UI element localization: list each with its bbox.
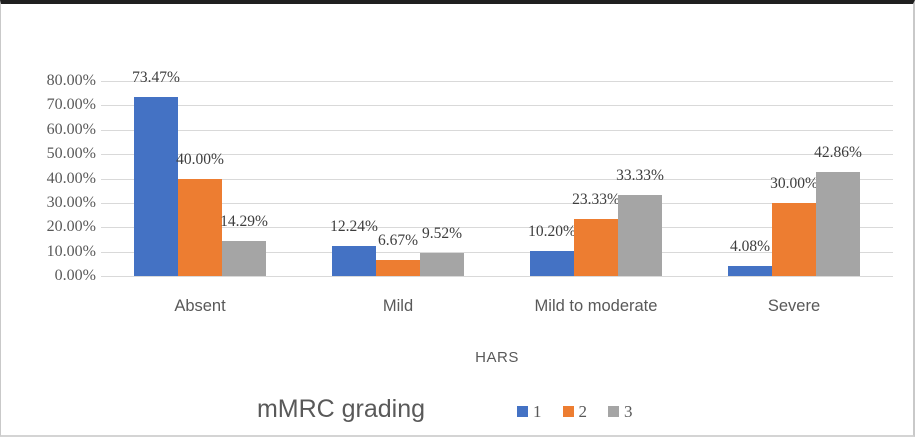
gridline [101,105,893,107]
y-axis-tick-label: 10.00% [46,242,96,260]
gridline [101,81,893,82]
bar-series-3-mild [420,252,464,276]
bar-series-1-severe [728,266,772,276]
y-axis-tick-label: 80.00% [46,72,96,89]
bar-series-1-absent [134,96,178,276]
y-axis-tick-label: 60.00% [46,120,96,138]
bar-data-label: 10.20% [528,223,576,241]
bar-data-label: 23.33% [572,191,620,209]
y-axis-tick-label: 40.00% [46,169,96,187]
bar-data-label: 73.47% [132,68,180,86]
bar-series-2-mild [376,259,420,276]
bar-data-label: 12.24% [330,218,378,236]
chart-bottom-title: mMRC grading [256,395,426,423]
bar-series-1-mild [332,246,376,276]
legend: 1 2 3 [517,403,633,420]
bar-data-label: 6.67% [377,231,419,249]
gridline [101,154,893,156]
bar-data-label: 9.52% [421,224,463,242]
bar-data-label: 30.00% [770,174,818,192]
bar-series-2-absent [178,178,222,276]
category-label: Severe [767,297,821,315]
bar-series-3-absent [222,241,266,276]
legend-swatch-icon [562,406,574,417]
legend-item-label: 3 [624,402,633,421]
legend-item-3: 3 [608,403,633,420]
bar-data-label: 42.86% [814,143,862,161]
x-axis-title: HARS [475,349,519,366]
bar-data-label: 40.00% [176,150,224,168]
gridline [101,202,893,204]
y-axis-tick-label: 70.00% [46,96,96,114]
bar-series-2-severe [772,202,816,276]
gridline [101,178,893,180]
gridline [101,251,893,253]
legend-swatch-icon [517,406,528,417]
y-axis-tick-label: 20.00% [46,218,96,236]
category-label: Mild to moderate [534,297,658,315]
bar-data-label: 14.29% [220,213,268,231]
category-label: Absent [174,297,226,315]
category-label: Mild [382,297,414,315]
bar-series-3-mild-to-moderate [618,194,662,276]
legend-swatch-icon [608,406,619,417]
legend-item-1: 1 [517,403,542,420]
legend-item-2: 2 [562,402,588,421]
bar-series-1-mild-to-moderate [530,251,574,276]
bar-data-label: 4.08% [729,238,771,256]
bar-series-3-severe [816,171,860,276]
bar-series-2-mild-to-moderate [574,219,618,276]
y-axis-tick-label: 30.00% [46,193,96,211]
gridline [101,276,893,277]
y-axis-tick-label: 0.00% [54,267,96,284]
legend-item-label: 2 [578,402,588,421]
bar-data-label: 33.33% [616,166,664,184]
gridline [101,129,893,131]
y-axis-tick-label: 50.00% [46,145,96,163]
gridline [101,227,893,229]
legend-item-label: 1 [533,402,542,421]
